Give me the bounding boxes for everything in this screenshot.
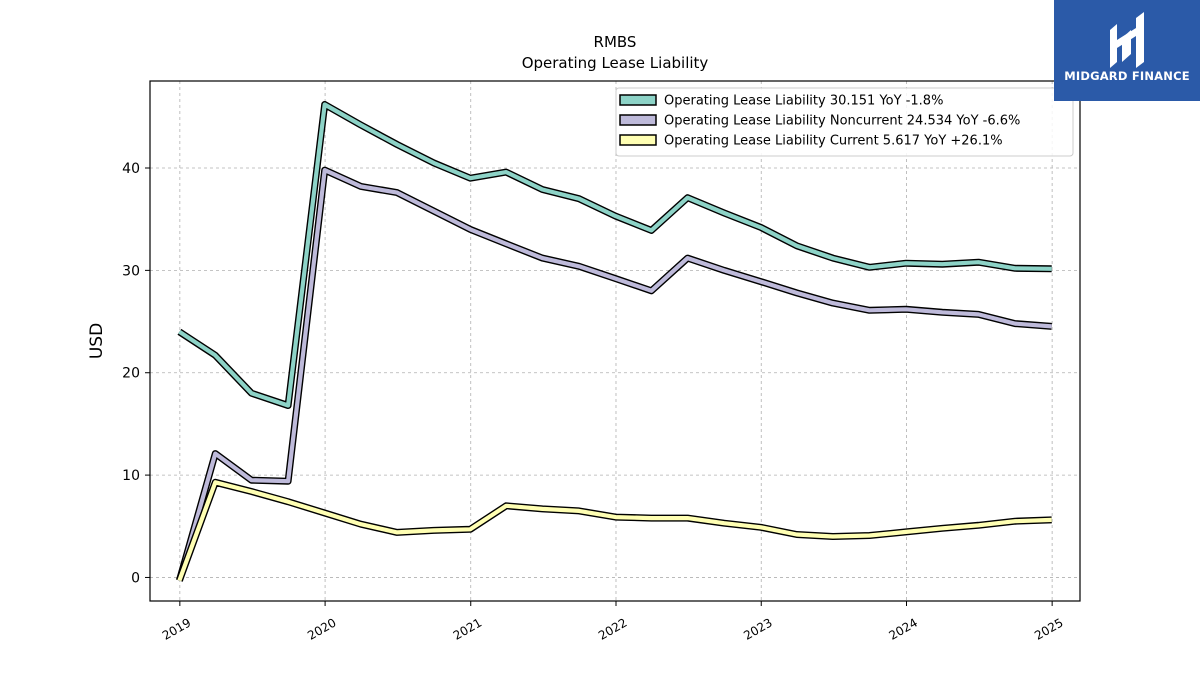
y-axis-label: USD (87, 323, 107, 359)
legend-entry: Operating Lease Liability Current 5.617 … (664, 134, 1003, 149)
x-tick-label: 2024 (887, 615, 920, 642)
logo-wordmark: MIDGARD FINANCE (1064, 69, 1190, 83)
axis-ticks: 0 10 20 30 40 2019 2020 2021 2022 2023 2024 2025 (122, 161, 1065, 643)
plot-area-frame (149, 80, 1081, 602)
grid-lines (150, 81, 1080, 601)
legend: Operating Lease Liability 30.151 YoY -1.… (615, 87, 1074, 157)
y-tick-label: 40 (122, 161, 140, 177)
brand-logo: MIDGARD FINANCE (1054, 0, 1200, 101)
legend-swatch (619, 94, 657, 106)
x-tick-label: 2023 (741, 615, 774, 642)
y-tick-label: 10 (122, 468, 140, 484)
legend-entry: Operating Lease Liability 30.151 YoY -1.… (664, 94, 943, 109)
x-tick-label: 2019 (160, 615, 193, 642)
legend-entry: Operating Lease Liability Noncurrent 24.… (664, 114, 1020, 129)
chart-subtitle: Operating Lease Liability (522, 54, 709, 72)
midgard-logo-icon (1110, 12, 1144, 68)
x-tick-label: 2025 (1032, 615, 1065, 642)
y-tick-label: 20 (122, 366, 140, 382)
series-layer (176, 101, 1052, 582)
y-tick-label: 0 (131, 570, 140, 586)
series-1-line (178, 102, 1052, 408)
series-3-line (177, 480, 1052, 582)
legend-swatch (619, 114, 657, 126)
x-tick-label: 2020 (305, 615, 338, 642)
chart-title: RMBS (594, 33, 637, 51)
legend-swatch (619, 134, 657, 146)
x-tick-label: 2021 (451, 615, 484, 642)
legend-box (615, 87, 1074, 157)
x-tick-label: 2022 (596, 615, 629, 642)
y-tick-label: 30 (122, 263, 140, 279)
series-2-line (177, 168, 1052, 582)
